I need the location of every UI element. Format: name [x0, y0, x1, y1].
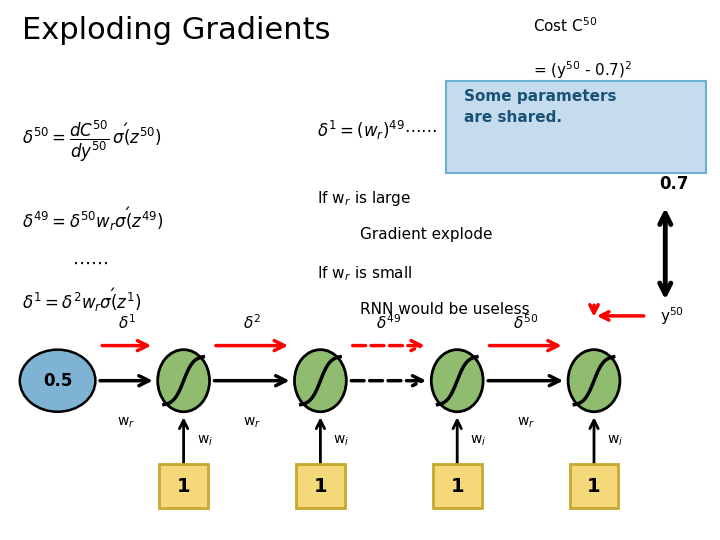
- Text: Cost C$^{50}$: Cost C$^{50}$: [533, 16, 598, 35]
- Text: w$_i$: w$_i$: [607, 433, 623, 448]
- Text: 1: 1: [588, 476, 600, 496]
- Text: $\cdots\cdots$: $\cdots\cdots$: [72, 254, 108, 272]
- Text: w$_i$: w$_i$: [470, 433, 486, 448]
- Text: $\delta^{2}$: $\delta^{2}$: [243, 313, 261, 332]
- Text: y$^{50}$: y$^{50}$: [660, 305, 684, 327]
- Ellipse shape: [568, 350, 620, 412]
- FancyBboxPatch shape: [296, 464, 345, 508]
- Text: $\delta^{50} = \dfrac{dC^{50}}{dy^{50}}\,\sigma\'(z^{50})$: $\delta^{50} = \dfrac{dC^{50}}{dy^{50}}\…: [22, 119, 161, 164]
- Text: w$_i$: w$_i$: [197, 433, 212, 448]
- Text: 1: 1: [314, 476, 327, 496]
- Ellipse shape: [294, 350, 346, 412]
- FancyBboxPatch shape: [159, 464, 208, 508]
- Ellipse shape: [431, 350, 483, 412]
- FancyBboxPatch shape: [446, 81, 706, 173]
- Text: 0.7: 0.7: [659, 174, 688, 193]
- Text: w$_r$: w$_r$: [516, 416, 535, 430]
- Text: w$_i$: w$_i$: [333, 433, 349, 448]
- Text: w$_r$: w$_r$: [117, 416, 135, 430]
- Text: If w$_r$ is small: If w$_r$ is small: [317, 265, 412, 284]
- Text: 0.5: 0.5: [43, 372, 72, 390]
- Text: RNN would be useless: RNN would be useless: [360, 302, 530, 318]
- Text: $\delta^{49}$: $\delta^{49}$: [376, 313, 402, 332]
- Text: w$_r$: w$_r$: [243, 416, 261, 430]
- Text: $\delta^{49} = \delta^{50}w_r\sigma\'(z^{49})$: $\delta^{49} = \delta^{50}w_r\sigma\'(z^…: [22, 205, 163, 233]
- FancyBboxPatch shape: [433, 464, 482, 508]
- Ellipse shape: [20, 350, 95, 412]
- Text: 1: 1: [451, 476, 464, 496]
- Text: $\delta^{1} = (w_r)^{49}\cdots\cdots$: $\delta^{1} = (w_r)^{49}\cdots\cdots$: [317, 119, 437, 142]
- Text: Exploding Gradients: Exploding Gradients: [22, 16, 330, 45]
- Text: 1: 1: [177, 476, 190, 496]
- Text: If w$_r$ is large: If w$_r$ is large: [317, 189, 411, 208]
- FancyBboxPatch shape: [570, 464, 618, 508]
- Text: $\delta^{1} = \delta^{2}w_r\sigma\'(z^{1})$: $\delta^{1} = \delta^{2}w_r\sigma\'(z^{1…: [22, 286, 141, 314]
- Text: = (y$^{50}$ - 0.7)$^{2}$: = (y$^{50}$ - 0.7)$^{2}$: [533, 59, 631, 81]
- Text: Gradient explode: Gradient explode: [360, 227, 492, 242]
- Text: $\delta^{1}$: $\delta^{1}$: [117, 313, 136, 332]
- Text: $\delta^{50}$: $\delta^{50}$: [513, 313, 539, 332]
- Text: Some parameters
are shared.: Some parameters are shared.: [464, 89, 617, 125]
- Ellipse shape: [158, 350, 210, 412]
